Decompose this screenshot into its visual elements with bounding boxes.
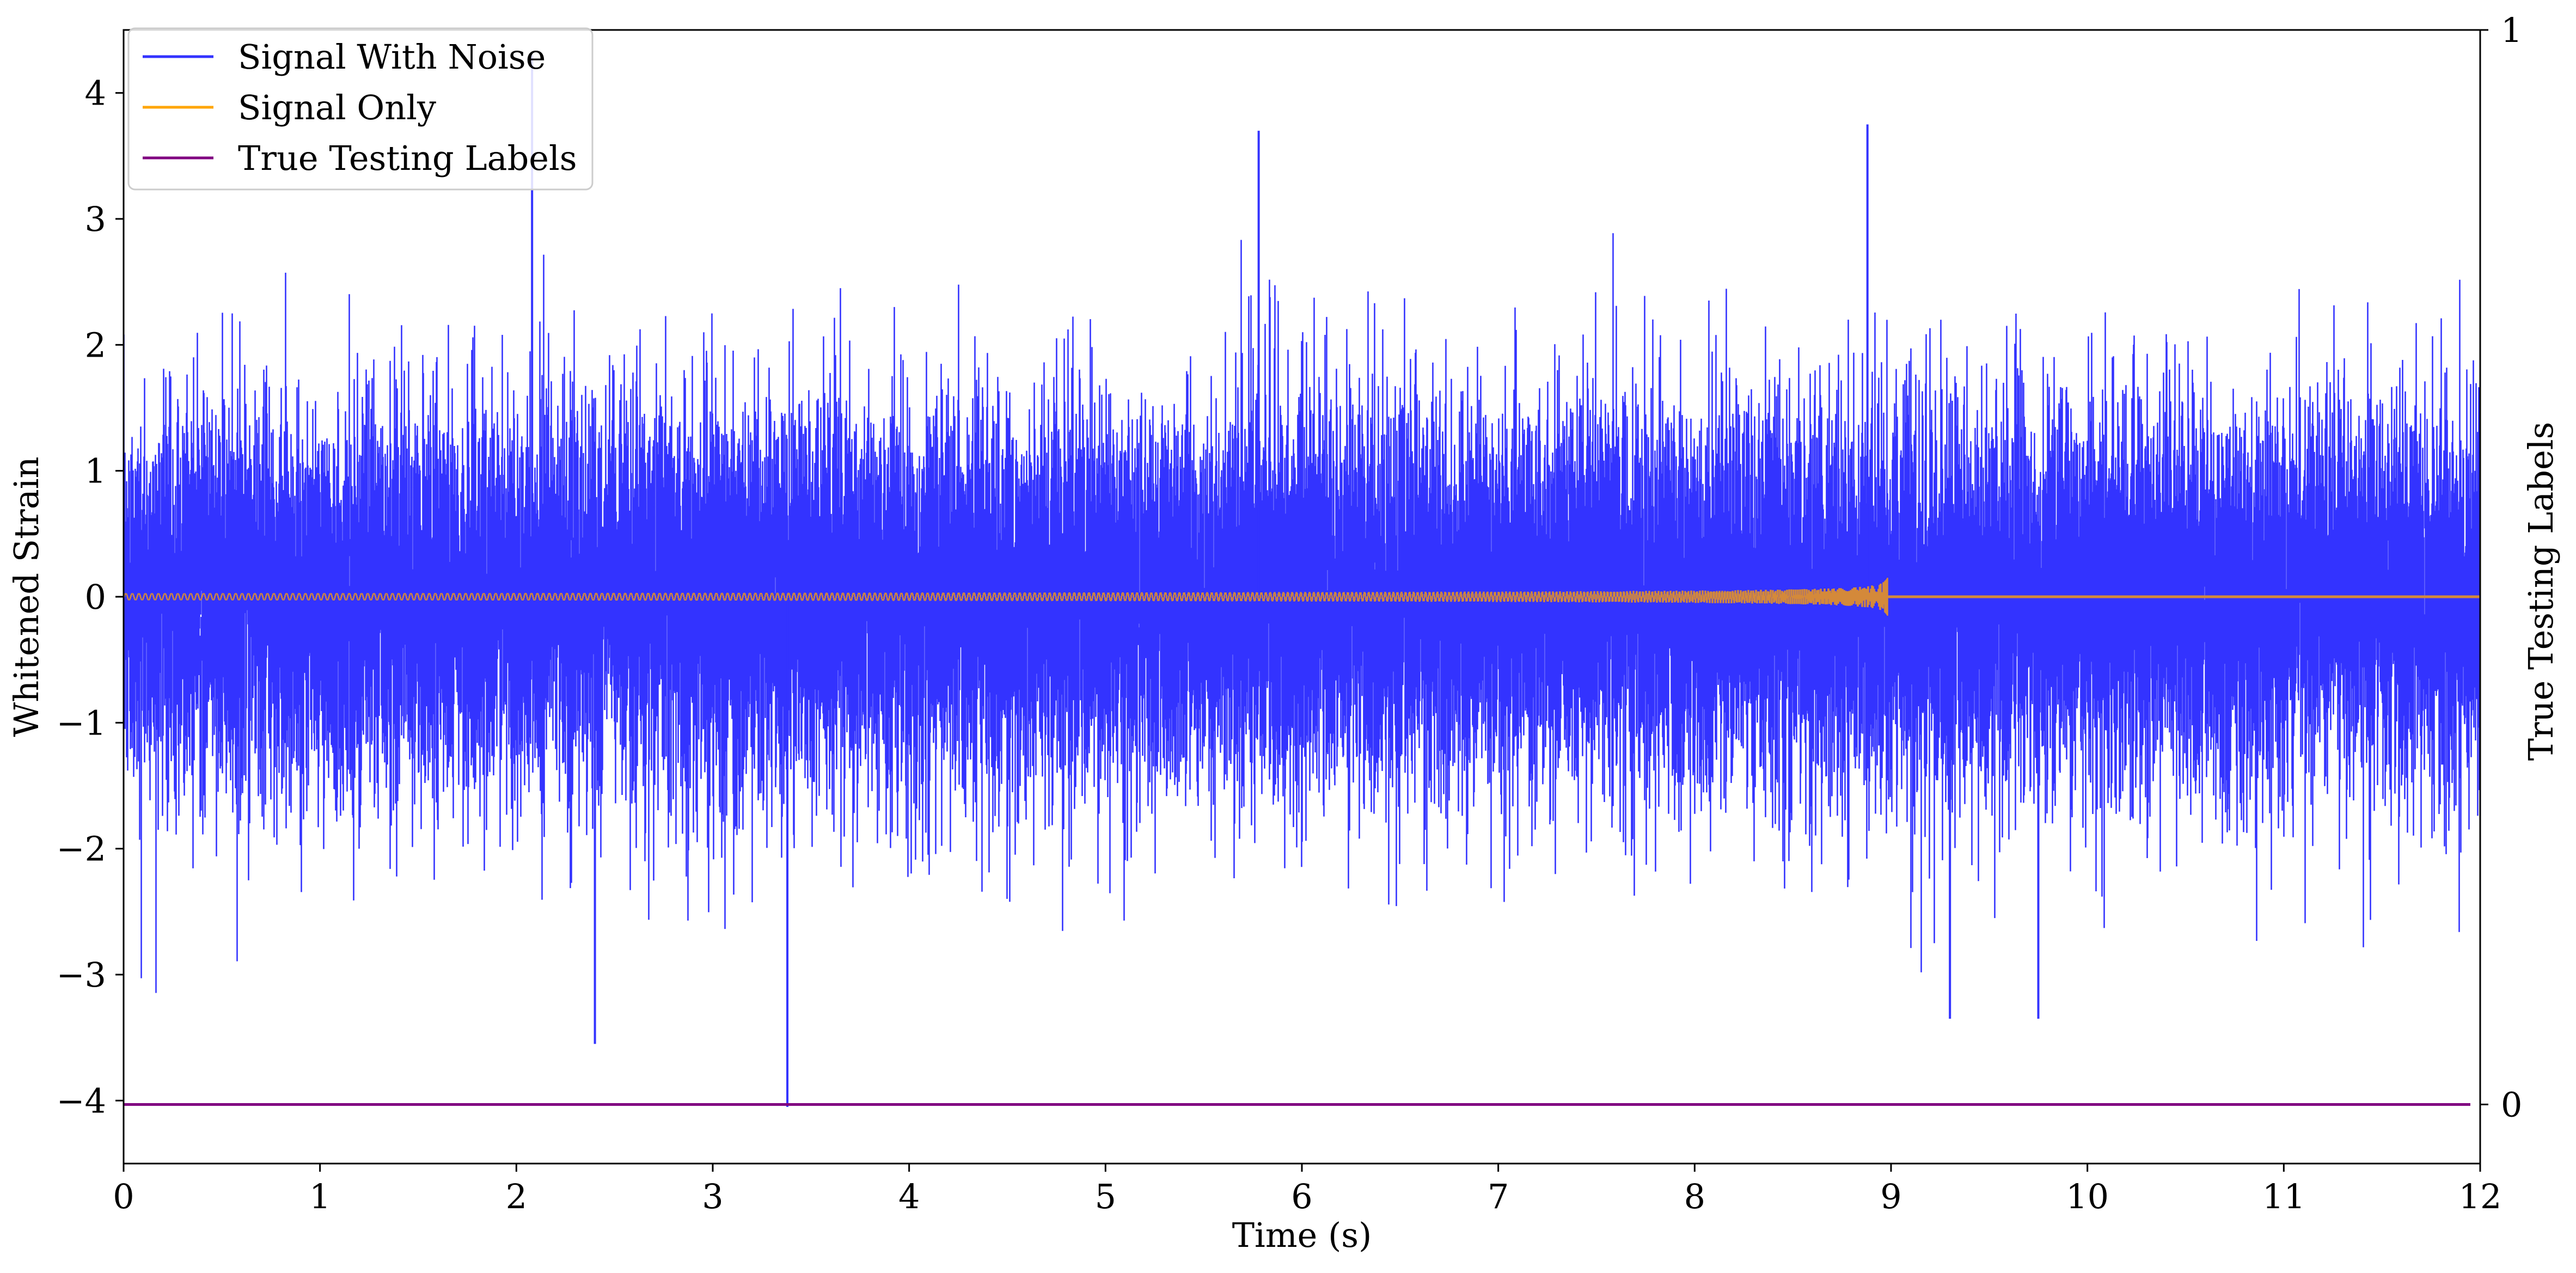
legend-label: True Testing Labels	[238, 138, 577, 178]
y-tick-label: 4	[85, 74, 106, 113]
y-tick-label: 2	[85, 325, 106, 365]
x-tick-label: 3	[702, 1177, 723, 1216]
x-tick-label: 1	[309, 1177, 331, 1216]
x-tick-label: 4	[898, 1177, 920, 1216]
legend: Signal With Noise Signal Only True Testing…	[127, 27, 593, 191]
y2-tick-label: 0	[2501, 1085, 2522, 1124]
y-tick-label: 3	[85, 199, 106, 239]
x-tick-label: 5	[1095, 1177, 1116, 1216]
y2-tick-label: 1	[2501, 10, 2522, 50]
x-tick-label: 7	[1488, 1177, 1509, 1216]
y2-axis-title: True Testing Labels	[2521, 422, 2561, 761]
x-tick-label: 6	[1291, 1177, 1312, 1216]
y-tick-label: 0	[85, 577, 106, 617]
x-axis-title: Time (s)	[1232, 1215, 1372, 1255]
y-tick-label: −2	[57, 829, 106, 869]
legend-box	[127, 27, 593, 191]
y-tick-label: −1	[57, 703, 106, 743]
plot-area	[123, 55, 2481, 1107]
y-axis-title: Whitened Strain	[7, 457, 46, 737]
x-tick-label: 12	[2459, 1177, 2502, 1216]
x-tick-label: 10	[2066, 1177, 2109, 1216]
y-tick-label: −3	[57, 955, 106, 995]
legend-label: Signal With Noise	[238, 37, 546, 77]
y-tick-label: 1	[85, 451, 106, 491]
x-tick-label: 2	[506, 1177, 527, 1216]
x-tick-label: 11	[2262, 1177, 2305, 1216]
x-tick-label: 0	[113, 1177, 134, 1216]
x-tick-label: 9	[1880, 1177, 1901, 1216]
legend-label: Signal Only	[238, 88, 436, 127]
y-tick-label: −4	[57, 1081, 106, 1121]
x-tick-label: 8	[1684, 1177, 1705, 1216]
